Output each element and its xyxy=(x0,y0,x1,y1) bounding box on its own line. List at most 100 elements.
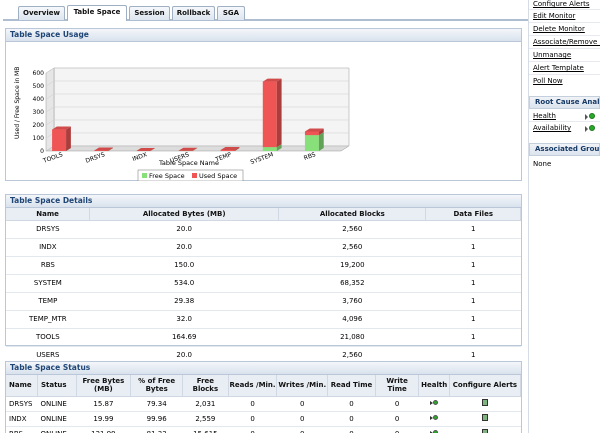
chart-y-label: Used / Free Space in MB xyxy=(14,67,21,139)
table-cell: 1 xyxy=(425,274,521,293)
bar-segment-used[interactable] xyxy=(94,147,114,151)
health-status-icon[interactable] xyxy=(429,399,439,406)
column-header[interactable]: Configure Alerts xyxy=(449,375,522,397)
chart-x-label: Table Space Name xyxy=(158,159,219,167)
tab-sga[interactable]: SGA xyxy=(217,6,245,20)
alert-template-link[interactable]: Alert Template xyxy=(533,64,584,72)
bar-segment-used[interactable] xyxy=(178,147,198,151)
y-tick-label: 0 xyxy=(40,148,44,155)
table-cell: 1 xyxy=(425,310,521,329)
health-status-icon[interactable] xyxy=(589,113,595,119)
column-header[interactable]: Data Files xyxy=(425,208,521,221)
column-header[interactable]: Free Blocks xyxy=(182,375,229,397)
column-header[interactable]: Name xyxy=(6,375,38,397)
delete-monitor-link[interactable]: Delete Monitor xyxy=(533,25,585,33)
tab-rollback[interactable]: Rollback xyxy=(172,6,215,20)
table-cell: 4,096 xyxy=(278,310,426,329)
y-tick-label: 200 xyxy=(33,122,45,129)
table-cell: TEMP_MTR xyxy=(6,310,90,329)
table-cell: TEMP xyxy=(6,292,90,311)
column-header[interactable]: Name xyxy=(6,208,91,221)
table-cell: ONLINE xyxy=(37,426,76,433)
availability-link[interactable]: Availability xyxy=(533,124,572,132)
table-cell: 121.99 xyxy=(76,426,131,433)
table-cell: 68,352 xyxy=(278,274,426,293)
health-status-icon[interactable] xyxy=(429,414,439,421)
chart-gridline xyxy=(45,93,55,100)
table-cell: 2,559 xyxy=(182,411,229,427)
x-tick-label: DRSYS xyxy=(85,151,106,165)
divider xyxy=(529,35,600,36)
table-cell: 32.0 xyxy=(89,310,279,329)
divider xyxy=(529,61,600,62)
status-table: Name Status Free Bytes (MB) % of Free By… xyxy=(6,375,522,433)
configure-alerts-icon[interactable] xyxy=(481,414,488,421)
details-panel: Table Space Details Name Allocated Bytes… xyxy=(5,194,522,365)
table-row: INDX 20.0 2,560 1 xyxy=(6,238,521,257)
configure-alerts-icon[interactable] xyxy=(481,429,488,433)
associated-groups-value: None xyxy=(533,160,552,168)
table-row: DRSYS 20.0 2,560 1 xyxy=(6,220,521,239)
health-status-icon[interactable] xyxy=(429,429,439,433)
associate-remove-link[interactable]: Associate/Remove S xyxy=(533,38,600,46)
table-cell: 3,760 xyxy=(278,292,426,311)
bar-segment-used[interactable] xyxy=(304,128,324,136)
column-header[interactable]: Writes /Min. xyxy=(276,375,329,397)
tab-session[interactable]: Session xyxy=(129,6,170,20)
table-cell: 164.69 xyxy=(89,328,279,347)
divider xyxy=(529,74,600,75)
availability-status-icon[interactable] xyxy=(589,125,595,131)
table-row: SYSTEM 534.0 68,352 1 xyxy=(6,274,521,293)
details-table: Name Allocated Bytes (MB) Allocated Bloc… xyxy=(6,208,521,365)
table-cell: 150.0 xyxy=(89,256,279,275)
table-cell: 0 xyxy=(327,426,376,433)
column-header[interactable]: Write Time xyxy=(375,375,420,397)
table-cell: 1 xyxy=(425,256,521,275)
poll-now-link[interactable]: Poll Now xyxy=(533,77,563,85)
table-cell: INDX xyxy=(6,411,38,427)
status-panel: Table Space Status Name Status Free Byte… xyxy=(5,361,522,433)
column-header[interactable]: Reads /Min. xyxy=(228,375,278,397)
configure-alerts-cell xyxy=(449,411,521,427)
health-cell xyxy=(418,411,450,427)
column-header[interactable]: % of Free Bytes xyxy=(130,375,184,397)
y-tick-label: 500 xyxy=(33,83,45,90)
table-cell: DRSYS xyxy=(6,396,38,412)
configure-alerts-icon[interactable] xyxy=(481,399,488,406)
divider xyxy=(529,48,600,49)
y-tick-label: 300 xyxy=(33,109,45,116)
divider xyxy=(529,121,600,122)
associated-groups-header: Associated Group xyxy=(529,143,600,156)
table-row: DRSYS ONLINE 15.87 79.34 2,031 0 0 0 0 xyxy=(6,396,521,412)
bar-segment-used[interactable] xyxy=(136,148,156,152)
table-row: RBS 150.0 19,200 1 xyxy=(6,256,521,275)
column-header[interactable]: Allocated Bytes (MB) xyxy=(89,208,280,221)
configure-alerts-link[interactable]: Configure Alerts xyxy=(533,0,590,8)
bar-segment-used[interactable] xyxy=(262,78,282,148)
table-cell: 20.0 xyxy=(89,238,279,257)
status-panel-title: Table Space Status xyxy=(6,362,521,375)
column-header[interactable]: Read Time xyxy=(327,375,376,397)
bar-segment-used[interactable] xyxy=(220,146,240,151)
table-cell: 21,080 xyxy=(278,328,426,347)
column-header[interactable]: Free Bytes (MB) xyxy=(76,375,132,397)
bar-segment-used[interactable] xyxy=(52,126,71,151)
table-cell: 0 xyxy=(276,396,328,412)
tab-overview[interactable]: Overview xyxy=(18,6,65,20)
table-cell: 1 xyxy=(425,220,521,239)
edit-monitor-link[interactable]: Edit Monitor xyxy=(533,12,576,20)
health-link[interactable]: Health xyxy=(533,112,556,120)
column-header[interactable]: Status xyxy=(37,375,77,397)
column-header[interactable]: Health xyxy=(418,375,450,397)
tab-table-space[interactable]: Table Space xyxy=(67,5,127,21)
column-header[interactable]: Allocated Blocks xyxy=(278,208,427,221)
table-cell: 1 xyxy=(425,328,521,347)
table-row: INDX ONLINE 19.99 99.96 2,559 0 0 0 0 xyxy=(6,411,521,427)
table-cell: 534.0 xyxy=(89,274,279,293)
divider xyxy=(529,9,600,10)
usage-panel-title: Table Space Usage xyxy=(6,29,521,42)
unmanage-link[interactable]: Unmanage xyxy=(533,51,572,59)
table-cell: 2,560 xyxy=(278,238,426,257)
configure-alerts-cell xyxy=(449,426,521,433)
